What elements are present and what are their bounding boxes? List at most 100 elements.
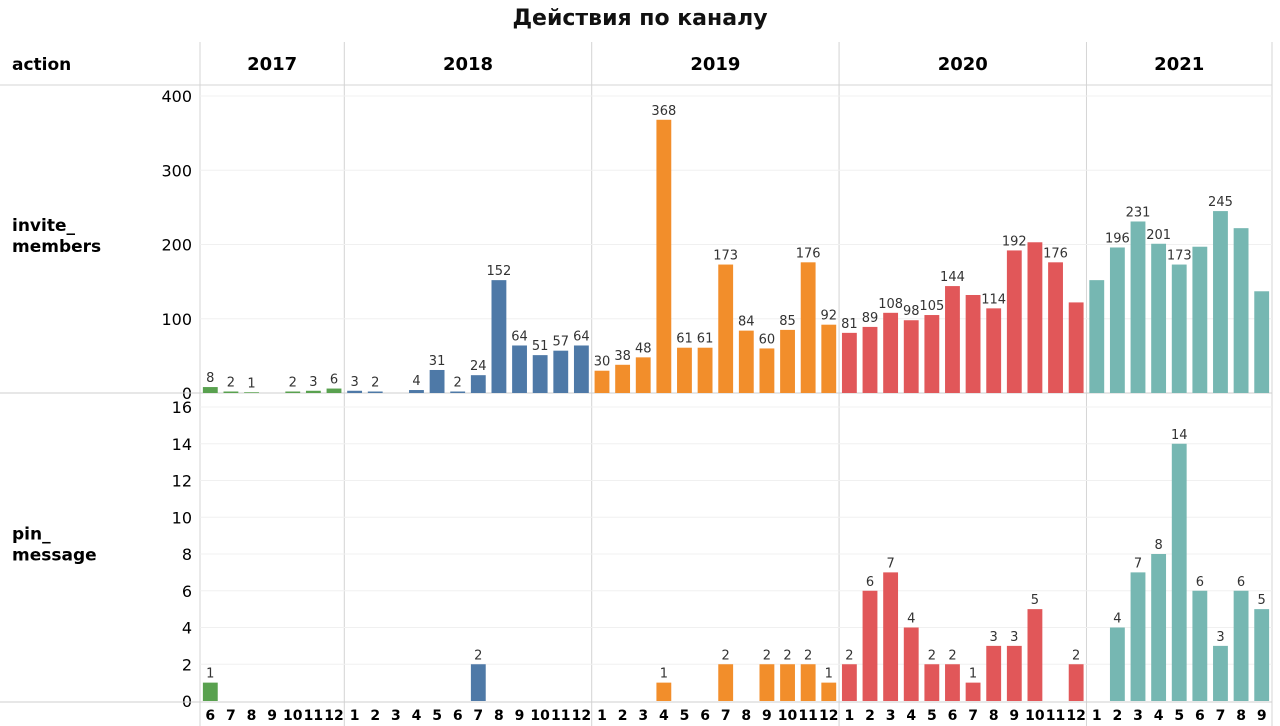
data-label: 2: [928, 648, 936, 663]
bar-2019-5: [677, 347, 692, 393]
data-label: 4: [412, 374, 420, 389]
bar-2020-6: [945, 286, 960, 393]
x-tick-label: 2: [370, 708, 380, 724]
bar-2017-7: [223, 391, 239, 393]
y-tick-label: 16: [172, 398, 192, 417]
data-label: 5: [1258, 593, 1266, 608]
bar-2020-8: [986, 645, 1002, 701]
x-tick-label: 9: [1009, 708, 1019, 724]
data-label: 8: [206, 371, 214, 386]
y-tick-label: 8: [182, 545, 192, 564]
bar-2021-4: [1151, 554, 1167, 701]
bar-2019-12: [821, 324, 837, 393]
data-label: 1: [825, 667, 833, 682]
x-tick-label: 11: [551, 708, 570, 724]
data-label: 31: [429, 354, 446, 369]
data-label: 152: [487, 264, 512, 279]
data-label: 368: [651, 104, 676, 119]
bar-2019-4: [656, 119, 672, 393]
data-label: 4: [907, 612, 915, 627]
data-label: 2: [763, 648, 771, 663]
data-label: 1: [660, 667, 668, 682]
x-tick-label: 1: [350, 708, 360, 724]
bar-2018-5: [429, 369, 445, 393]
bar-2021-3: [1130, 221, 1146, 393]
bar-2019-11: [800, 262, 816, 393]
data-label: 2: [454, 376, 462, 391]
data-label: 1: [247, 376, 255, 391]
data-label: 201: [1146, 228, 1171, 243]
data-label: 2: [845, 648, 853, 663]
bar-2020-1: [841, 664, 857, 701]
data-label: 85: [779, 314, 796, 329]
bar-2018-7: [470, 375, 486, 393]
data-label: 1: [969, 667, 977, 682]
x-tick-label: 8: [494, 708, 504, 724]
y-tick-label: 200: [161, 236, 192, 255]
bar-2021-6: [1192, 590, 1208, 701]
bar-2019-3: [635, 357, 651, 393]
x-tick-label: 6: [1195, 708, 1205, 724]
y-tick-label: 300: [161, 161, 192, 180]
bar-2018-7: [470, 664, 486, 701]
x-tick-label: 6: [205, 708, 215, 724]
data-label: 176: [796, 246, 821, 261]
data-label: 3: [309, 375, 317, 390]
bar-2018-2: [367, 391, 383, 393]
bar-2018-6: [450, 391, 466, 393]
bar-2021-5: [1171, 264, 1187, 393]
x-tick-label: 8: [1236, 708, 1246, 724]
data-label: 57: [552, 335, 569, 350]
bar-2019-7: [718, 664, 734, 701]
x-tick-label: 10: [1025, 708, 1045, 724]
bar-2017-6: [202, 682, 218, 701]
data-label: 3: [350, 375, 358, 390]
bar-2021-9: [1254, 609, 1270, 701]
bar-2019-8: [738, 330, 754, 393]
x-tick-label: 6: [948, 708, 958, 724]
x-tick-label: 11: [304, 708, 323, 724]
bar-2020-9: [1006, 250, 1022, 393]
data-label: 114: [981, 292, 1006, 307]
data-label: 60: [759, 332, 776, 347]
bar-2019-10: [780, 664, 795, 701]
x-tick-label: 5: [1174, 708, 1184, 724]
bar-2017-11: [305, 390, 321, 393]
data-label: 231: [1126, 205, 1151, 220]
x-tick-label: 11: [1046, 708, 1065, 724]
data-label: 2: [804, 648, 812, 663]
x-tick-label: 8: [247, 708, 257, 724]
x-tick-label: 3: [391, 708, 401, 724]
data-label: 84: [738, 315, 755, 330]
x-tick-label: 9: [762, 708, 772, 724]
bar-2018-12: [573, 345, 589, 393]
row-label-1: message: [12, 546, 97, 566]
data-label: 4: [1113, 612, 1121, 627]
data-label: 105: [919, 299, 944, 314]
data-label: 48: [635, 341, 652, 356]
x-tick-label: 4: [659, 708, 669, 724]
y-tick-label: 100: [161, 310, 192, 329]
bar-2019-9: [759, 664, 775, 701]
x-tick-label: 5: [927, 708, 937, 724]
x-tick-label: 2: [865, 708, 875, 724]
y-tick-label: 6: [182, 582, 192, 601]
data-label: 3: [990, 630, 998, 645]
data-label: 38: [614, 349, 631, 364]
bar-2021-7: [1213, 211, 1228, 393]
data-label: 5: [1031, 593, 1039, 608]
bar-2020-9: [1006, 645, 1022, 701]
x-tick-label: 6: [700, 708, 710, 724]
bar-2017-12: [326, 388, 342, 393]
x-tick-label: 10: [530, 708, 550, 724]
x-tick-label: 9: [1257, 708, 1267, 724]
x-tick-label: 5: [680, 708, 690, 724]
x-tick-label: 2: [618, 708, 628, 724]
x-tick-label: 11: [798, 708, 817, 724]
data-label: 8: [1154, 538, 1162, 553]
y-tick-label: 10: [172, 508, 192, 527]
x-tick-label: 2: [1113, 708, 1123, 724]
bar-2019-2: [615, 364, 631, 393]
x-tick-label: 12: [572, 708, 591, 724]
